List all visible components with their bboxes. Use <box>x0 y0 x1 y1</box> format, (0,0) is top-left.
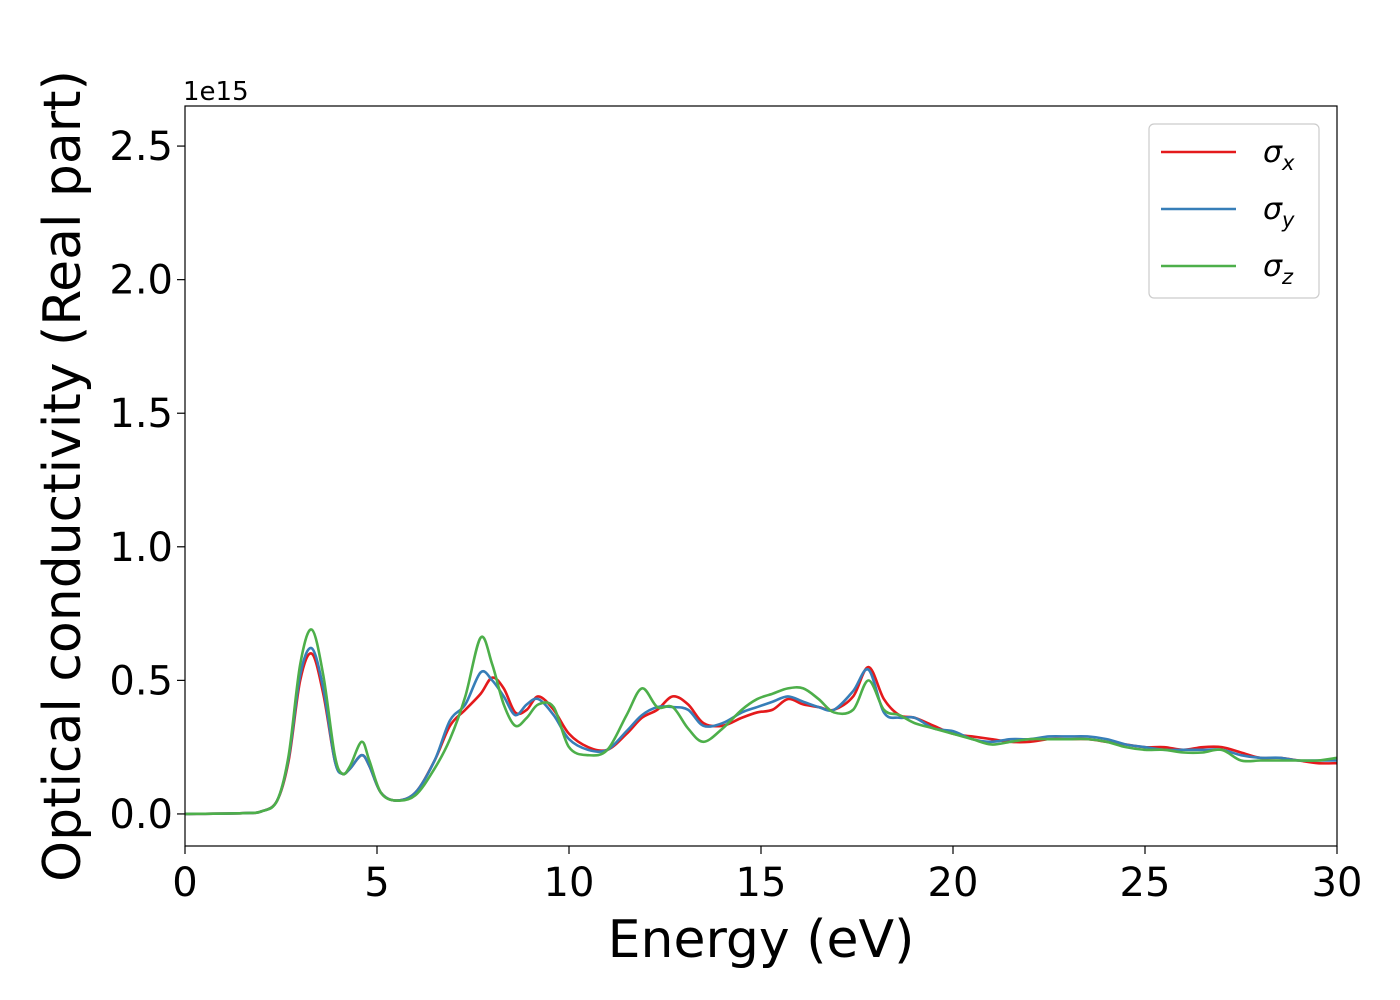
plot-background <box>185 106 1337 846</box>
y-tick-label: 2.0 <box>109 258 173 304</box>
x-tick-label: 10 <box>544 860 595 906</box>
legend-label-y: σy <box>1263 192 1295 232</box>
series-line-z <box>185 628 1337 816</box>
y-tick-label: 2.5 <box>109 124 173 170</box>
x-tick-label: 25 <box>1120 860 1171 906</box>
legend-label-z: σz <box>1263 249 1294 289</box>
x-tick-label: 0 <box>172 860 197 906</box>
y-tick-label: 0.0 <box>109 792 173 838</box>
series-line-y <box>185 646 1337 816</box>
x-tick-label: 5 <box>364 860 389 906</box>
legend-box <box>1148 123 1320 299</box>
x-axis: 0 5 10 15 20 25 30 <box>172 846 1362 906</box>
legend-symbol: σ <box>1263 135 1283 170</box>
x-tick-label: 15 <box>736 860 787 906</box>
x-tick-label: 30 <box>1312 860 1363 906</box>
legend-subscript: z <box>1281 265 1294 289</box>
y-offset-label: 1e15 <box>183 77 249 107</box>
x-tick-label: 20 <box>928 860 979 906</box>
y-tick-label: 1.0 <box>109 525 173 571</box>
legend-symbol: σ <box>1263 192 1283 227</box>
y-tick-label: 0.5 <box>109 658 173 704</box>
series-layer <box>185 628 1337 816</box>
legend-label-x: σx <box>1263 135 1295 175</box>
legend-symbol: σ <box>1263 249 1283 284</box>
y-tick-label: 1.5 <box>109 391 173 437</box>
x-axis-title: Energy (eV) <box>608 910 915 970</box>
y-axis-title: Optical conductivity (Real part) <box>33 70 93 882</box>
legend-subscript: x <box>1281 151 1295 175</box>
legend-subscript: y <box>1281 208 1295 232</box>
y-axis: 0.0 0.5 1.0 1.5 2.0 2.5 <box>109 124 185 838</box>
